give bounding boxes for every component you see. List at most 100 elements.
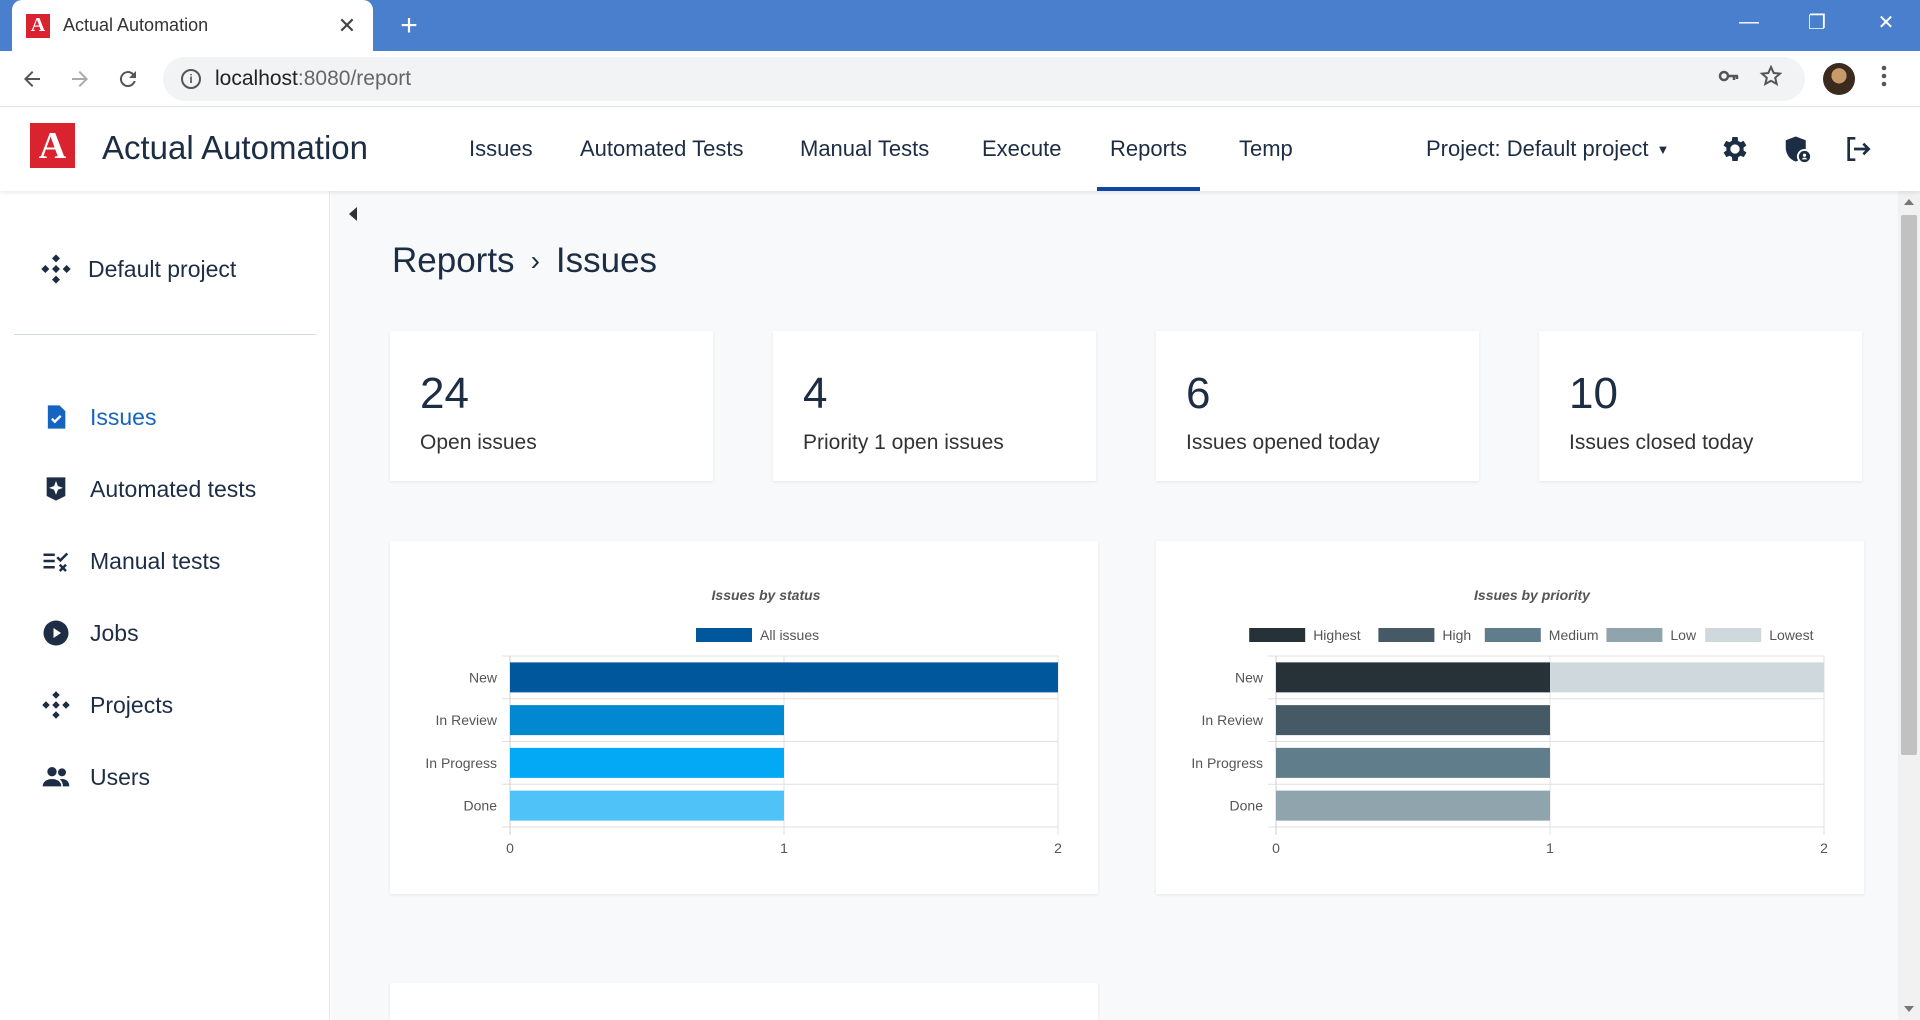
report-card	[390, 983, 1098, 1020]
minimize-button[interactable]: —	[1739, 10, 1759, 33]
bar	[1276, 790, 1550, 821]
stat-card-priority-1: 4 Priority 1 open issues	[773, 331, 1096, 481]
bar	[1276, 705, 1550, 736]
reload-icon	[119, 71, 136, 88]
scroll-thumb[interactable]	[1901, 215, 1917, 755]
stat-value: 10	[1569, 369, 1618, 418]
legend-swatch	[1378, 628, 1435, 642]
window-close-button[interactable]: ✕	[1877, 11, 1895, 34]
scroll-up-icon[interactable]	[1904, 199, 1914, 205]
sidebar-item-jobs[interactable]: Jobs	[40, 613, 139, 653]
key-icon[interactable]	[1713, 64, 1745, 95]
sidebar-item-label: Automated tests	[90, 475, 257, 502]
stat-label: Priority 1 open issues	[803, 431, 1004, 454]
y-tick-label: New	[469, 669, 498, 685]
browser-menu-icon[interactable]	[1872, 63, 1896, 95]
nav-execute[interactable]: Execute	[982, 136, 1062, 161]
info-icon[interactable]: i	[181, 69, 201, 89]
app-logo[interactable]: A	[30, 123, 75, 168]
breadcrumb-reports[interactable]: Reports	[392, 241, 515, 280]
collapse-sidebar-icon[interactable]	[349, 207, 357, 221]
stat-value: 4	[803, 369, 828, 418]
settings-icon[interactable]	[1717, 131, 1753, 167]
restore-button[interactable]: ❐	[1808, 11, 1826, 34]
back-button[interactable]	[14, 61, 50, 97]
bar	[510, 662, 1058, 693]
browser-tab[interactable]: A Actual Automation ✕	[12, 0, 373, 51]
app-navbar: A Actual Automation Issues Automated Tes…	[0, 107, 1920, 191]
legend-label: Lowest	[1769, 627, 1813, 643]
new-tab-button[interactable]: +	[400, 9, 418, 42]
bar	[1276, 662, 1550, 693]
sidebar-item-label: Issues	[90, 403, 157, 430]
bar	[1276, 747, 1550, 778]
nav-manual-tests[interactable]: Manual Tests	[800, 136, 930, 161]
chevron-right-icon: ›	[530, 245, 540, 276]
stat-card-closed-today: 10 Issues closed today	[1539, 331, 1862, 481]
stat-value: 6	[1186, 369, 1211, 418]
sidebar-item-users[interactable]: Users	[40, 757, 150, 797]
x-tick-label: 0	[1272, 840, 1280, 856]
nav-automated-tests[interactable]: Automated Tests	[580, 136, 744, 161]
url-text[interactable]: localhost:8080/report	[215, 67, 1703, 91]
close-icon[interactable]: ✕	[337, 12, 357, 38]
breadcrumb: Reports › Issues	[392, 241, 657, 281]
stat-card-opened-today: 6 Issues opened today	[1156, 331, 1479, 481]
x-tick-label: 2	[1054, 840, 1062, 856]
brand-name[interactable]: Actual Automation	[102, 129, 368, 166]
issues-by-status-chart: Issues by status All issues 0 1 2 New In Revie…	[425, 587, 1062, 856]
sidebar-item-manual-tests[interactable]: Manual tests	[40, 541, 220, 581]
nav-temp[interactable]: Temp	[1239, 136, 1293, 161]
logout-icon[interactable]	[1840, 131, 1876, 167]
forward-button[interactable]	[62, 61, 98, 97]
y-tick-label: Done	[464, 798, 498, 814]
projects-icon	[40, 689, 72, 721]
users-icon	[40, 761, 72, 793]
sidebar-item-projects[interactable]: Projects	[40, 685, 173, 725]
project-dropdown[interactable]: Project: Default project ▼	[1426, 107, 1669, 191]
automated-test-icon	[40, 473, 72, 505]
reload-button[interactable]	[110, 61, 146, 97]
sidebar-item-automated-tests[interactable]: Automated tests	[40, 469, 256, 509]
stat-label: Open issues	[420, 431, 537, 454]
sidebar-item-label: Jobs	[90, 619, 139, 646]
manual-test-list-icon	[40, 545, 72, 577]
chart-title: Issues by priority	[1474, 587, 1591, 603]
admin-shield-icon[interactable]	[1779, 131, 1815, 167]
sidebar-project[interactable]: Default project	[40, 253, 236, 285]
stat-label: Issues opened today	[1186, 431, 1380, 454]
star-icon[interactable]	[1755, 64, 1787, 95]
profile-avatar[interactable]	[1823, 63, 1855, 95]
legend-label: High	[1442, 627, 1471, 643]
address-bar[interactable]: i localhost:8080/report	[163, 57, 1805, 101]
chart-title: Issues by status	[712, 587, 821, 603]
sidebar-item-label: Projects	[90, 691, 174, 718]
page-scrollbar[interactable]	[1898, 191, 1920, 1020]
sidebar-item-label: Users	[90, 763, 151, 790]
stat-card-open-issues: 24 Open issues	[390, 331, 713, 481]
legend-swatch	[1606, 628, 1663, 642]
legend-swatch	[696, 628, 752, 642]
project-dropdown-label: Project: Default project	[1426, 136, 1649, 161]
sidebar-item-issues[interactable]: Issues	[40, 397, 156, 437]
bar	[510, 747, 784, 778]
nav-reports[interactable]: Reports	[1097, 107, 1201, 191]
stat-value: 24	[420, 369, 469, 418]
stat-label: Issues closed today	[1569, 431, 1754, 454]
sidebar-divider	[14, 334, 316, 335]
chart-card-priority: Issues by priority Highest High Medium Low Lo…	[1156, 541, 1864, 894]
legend-swatch	[1484, 628, 1541, 642]
bar	[510, 790, 784, 821]
y-tick-label: New	[1235, 669, 1264, 685]
arrow-left-icon	[24, 71, 40, 87]
y-tick-label: In Review	[436, 712, 498, 728]
legend-label: Medium	[1549, 627, 1599, 643]
browser-tab-bar: A Actual Automation ✕ + — ❐ ✕	[0, 0, 1920, 51]
scroll-down-icon[interactable]	[1904, 1006, 1914, 1012]
tab-title: Actual Automation	[63, 15, 209, 35]
favicon-icon: A	[26, 13, 50, 38]
browser-toolbar: i localhost:8080/report	[0, 51, 1920, 107]
nav-issues[interactable]: Issues	[469, 136, 533, 161]
bar	[510, 705, 784, 736]
legend-swatch	[1249, 628, 1306, 642]
